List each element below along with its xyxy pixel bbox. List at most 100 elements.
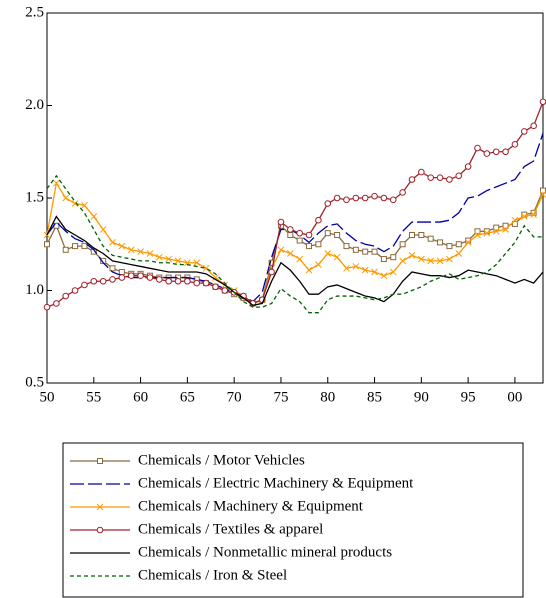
series-line [46, 215, 544, 306]
point-marker [399, 189, 406, 196]
point-marker [371, 268, 378, 276]
point-marker [324, 250, 332, 257]
point-marker [62, 194, 70, 202]
point-marker [446, 243, 453, 250]
point-marker [109, 239, 116, 246]
point-marker [539, 190, 546, 198]
point-marker [502, 226, 509, 233]
point-marker [436, 257, 444, 265]
point-marker [71, 287, 79, 294]
y-tick-label: 2.5 [25, 4, 44, 20]
y-tick-label: 0.5 [25, 374, 44, 390]
legend-marker [96, 503, 104, 511]
point-marker [174, 257, 182, 265]
point-marker [408, 232, 415, 238]
point-marker [492, 227, 500, 235]
point-marker [455, 241, 462, 248]
point-marker [437, 239, 444, 246]
point-marker [446, 176, 453, 183]
point-marker [418, 232, 425, 238]
point-marker [99, 226, 107, 233]
point-marker [305, 231, 313, 239]
legend-label: Chemicals / Textiles & apparel [138, 521, 323, 537]
point-marker [427, 174, 434, 181]
point-marker [334, 232, 341, 238]
point-marker [502, 148, 509, 156]
point-marker [530, 122, 537, 130]
point-marker [72, 243, 79, 250]
point-marker [155, 253, 163, 261]
point-marker [202, 279, 210, 287]
point-marker [483, 150, 491, 157]
x-tick-label: 90 [414, 389, 429, 405]
point-marker [62, 292, 70, 300]
point-marker [418, 168, 425, 176]
x-tick-label: 70 [227, 389, 242, 405]
legend-label: Chemicals / Machinery & Equipment [138, 498, 364, 514]
point-marker [212, 283, 219, 291]
point-marker [315, 241, 322, 248]
point-marker [53, 300, 60, 307]
x-tick-label: 95 [461, 389, 476, 405]
point-marker [362, 248, 369, 255]
point-marker [127, 246, 135, 254]
point-marker [287, 232, 294, 238]
point-marker [221, 287, 229, 294]
point-marker [109, 276, 116, 283]
point-marker [408, 176, 416, 183]
x-tick-label: 75 [273, 389, 288, 405]
point-marker [296, 229, 303, 237]
point-marker [118, 274, 126, 281]
point-marker [174, 277, 182, 285]
point-marker [296, 237, 303, 244]
point-marker [99, 277, 107, 285]
legend-label: Chemicals / Iron & Steel [138, 567, 287, 583]
series-line [46, 174, 543, 314]
y-tick-label: 1.0 [25, 282, 44, 298]
point-marker [361, 266, 369, 274]
point-marker [90, 277, 98, 285]
point-marker [146, 274, 154, 281]
point-marker [315, 216, 322, 224]
point-marker [520, 213, 528, 220]
legend-marker [97, 458, 103, 464]
point-marker [417, 255, 425, 263]
point-marker [380, 272, 388, 280]
point-marker [352, 246, 359, 253]
point-marker [305, 266, 313, 274]
point-marker [277, 218, 285, 226]
point-marker [202, 264, 210, 272]
point-marker [90, 213, 98, 220]
point-marker [352, 263, 360, 270]
point-marker [389, 268, 397, 276]
point-marker [193, 279, 201, 287]
point-marker [315, 261, 322, 268]
point-marker [81, 202, 88, 209]
point-marker [286, 250, 294, 257]
y-tick-label: 1.5 [25, 189, 44, 205]
point-marker [137, 272, 144, 280]
point-marker [511, 141, 519, 148]
point-marker [399, 241, 406, 248]
point-marker [380, 194, 388, 202]
point-marker [361, 194, 369, 202]
x-tick-label: 65 [180, 389, 195, 405]
point-marker [474, 228, 481, 235]
point-marker [296, 255, 304, 263]
point-marker [324, 230, 331, 237]
point-marker [118, 269, 125, 275]
point-marker [455, 250, 463, 257]
point-marker [343, 196, 350, 204]
point-marker [530, 211, 537, 219]
point-marker [427, 257, 435, 265]
point-marker [446, 255, 453, 263]
point-marker [184, 277, 191, 285]
point-marker [156, 276, 163, 283]
point-marker [165, 277, 172, 285]
point-marker [53, 179, 60, 187]
point-marker [343, 264, 350, 272]
point-marker [520, 128, 528, 135]
point-marker [109, 265, 116, 272]
point-marker [474, 231, 481, 239]
